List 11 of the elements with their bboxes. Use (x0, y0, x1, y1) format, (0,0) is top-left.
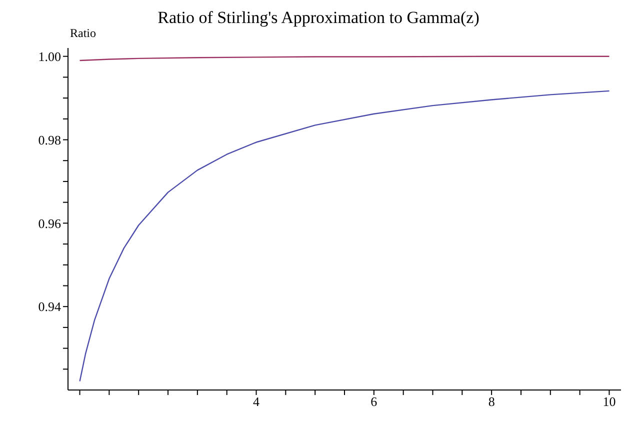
chart-title: Ratio of Stirling's Approximation to Gamma(z) (158, 8, 480, 27)
x-tick-label: 8 (488, 394, 495, 410)
y-tick-label: 0.98 (38, 132, 61, 148)
x-tick-label: 4 (253, 394, 260, 410)
y-axis-title: Ratio (70, 26, 96, 41)
x-tick-label: 10 (602, 394, 616, 410)
x-tick-label: 6 (370, 394, 378, 410)
y-tick-label: 0.96 (38, 216, 62, 231)
y-tick-label: 0.94 (38, 299, 62, 314)
y-tick-label: 1.00 (38, 48, 61, 64)
line-series (79, 90, 610, 382)
